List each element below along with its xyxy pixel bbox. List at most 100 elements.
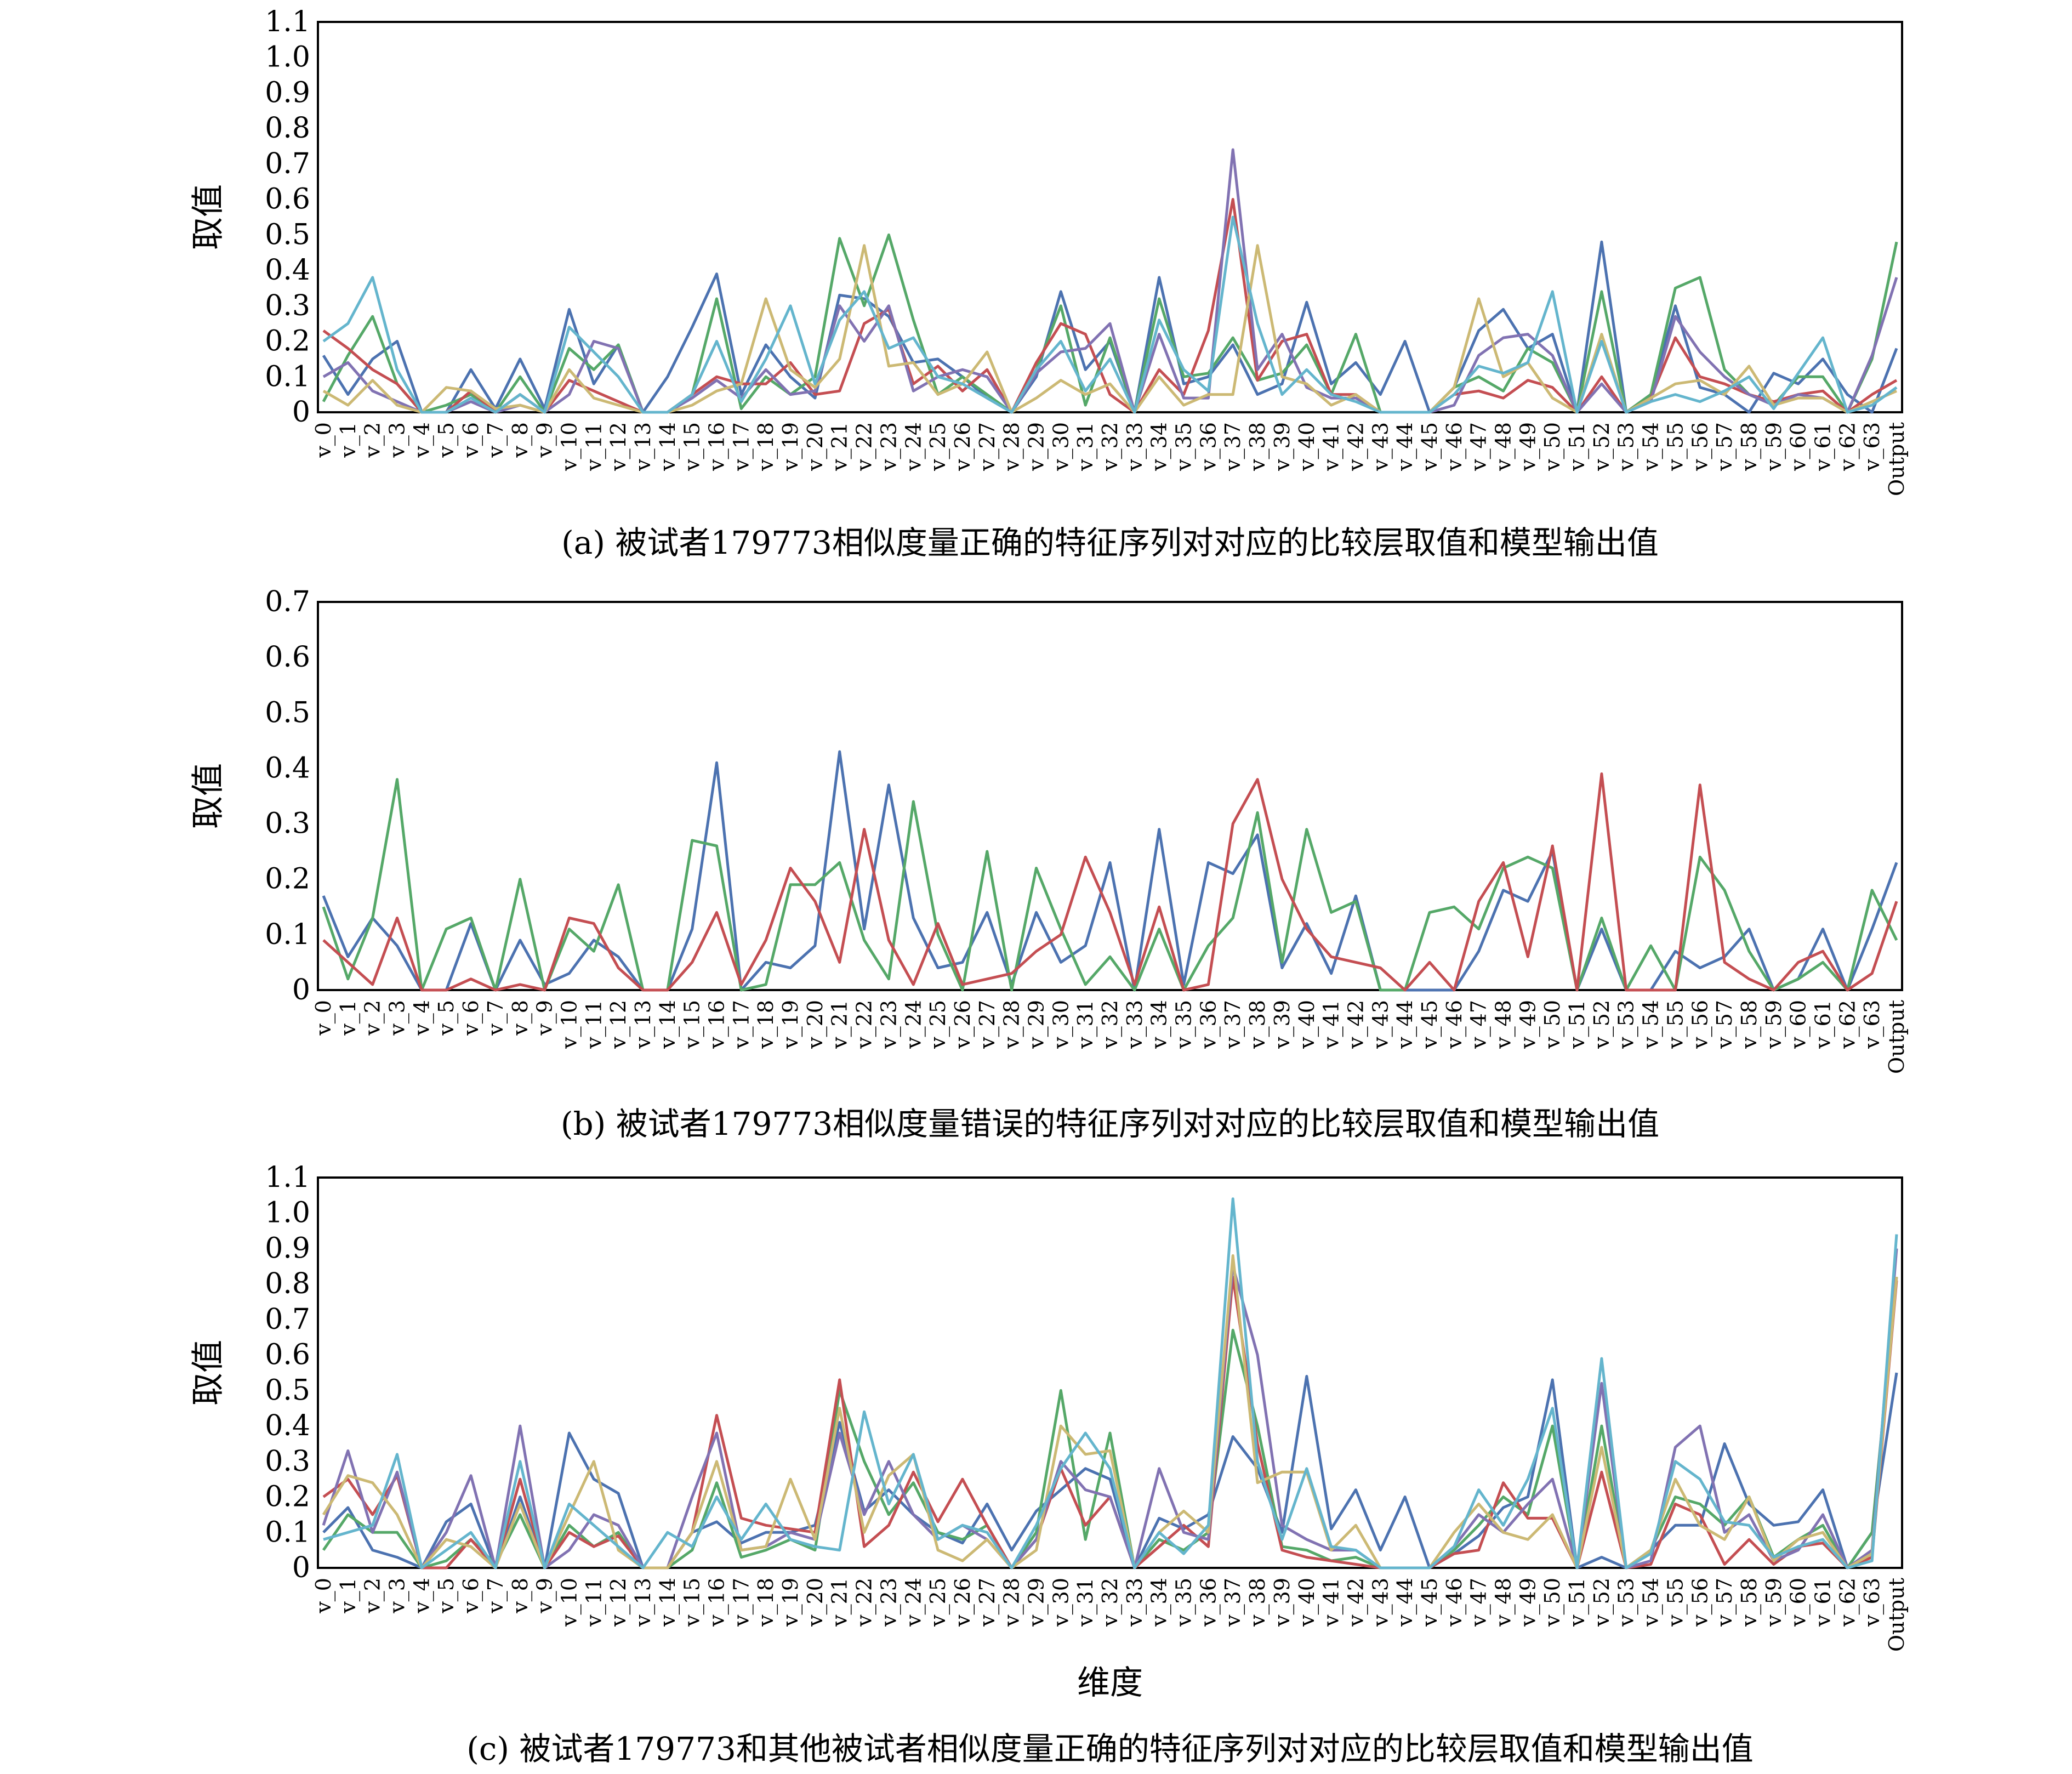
- x-tick-label: v_36: [1196, 1578, 1221, 1627]
- x-tick-label: v_33: [1123, 422, 1147, 471]
- x-tick-label: v_40: [1295, 1000, 1319, 1049]
- x-tick-label: v_48: [1492, 1578, 1516, 1627]
- y-tick-labels-a: 00.10.20.30.40.50.60.70.80.91.01.1: [265, 5, 310, 429]
- x-tick-label: v_17: [729, 1000, 754, 1049]
- x-tick-label: v_56: [1688, 1578, 1712, 1627]
- x-tick-label: v_22: [852, 422, 877, 471]
- x-tick-label: v_39: [1270, 1578, 1295, 1627]
- series-lines-c: [322, 1197, 1898, 1570]
- x-tick-labels-b: v_0 v_1 v_2 v_3 v_4 v_5 v_6 v_7 v_8 v_9 v_10 v_11 v_…: [311, 1000, 1909, 1074]
- x-tick-label: v_47: [1467, 1578, 1492, 1627]
- x-tick-label: v_41: [1319, 422, 1344, 471]
- series-line: [322, 215, 1898, 414]
- x-tick-label: v_9: [533, 1578, 557, 1614]
- x-tick-label: v_43: [1368, 422, 1393, 471]
- x-tick-label: v_0: [311, 1000, 336, 1036]
- x-tick-label: v_24: [901, 422, 926, 471]
- y-tick-label: 0.6: [265, 1339, 310, 1372]
- x-tick-label: Output: [1885, 1578, 1909, 1652]
- y-tick-label: 0.9: [265, 1232, 310, 1265]
- x-tick-label: v_5: [434, 1578, 459, 1614]
- x-tick-label: v_51: [1565, 422, 1590, 471]
- x-tick-label: v_33: [1123, 1578, 1147, 1627]
- x-tick-label: v_3: [385, 1000, 410, 1036]
- x-tick-label: v_24: [901, 1578, 926, 1627]
- x-tick-label: v_46: [1442, 1578, 1467, 1627]
- x-tick-label: v_13: [631, 422, 656, 471]
- plot-area-c: [317, 1176, 1903, 1569]
- y-tick-label: 0.1: [265, 918, 310, 951]
- x-tick-label: v_52: [1590, 1000, 1614, 1049]
- x-tick-label: v_18: [754, 1578, 778, 1627]
- x-tick-label: v_57: [1712, 422, 1737, 471]
- x-tick-label: v_41: [1319, 1578, 1344, 1627]
- x-tick-label: v_62: [1835, 1578, 1860, 1627]
- x-tick-label: v_55: [1663, 1000, 1688, 1049]
- x-tick-label: v_21: [828, 1000, 852, 1049]
- series-lines-b: [322, 750, 1898, 992]
- x-tick-label: v_43: [1368, 1578, 1393, 1627]
- x-tick-label: v_30: [1049, 1000, 1073, 1049]
- x-tick-label: v_50: [1540, 1578, 1565, 1627]
- y-tick-label: 0.2: [265, 863, 310, 896]
- x-tick-label: v_34: [1147, 422, 1172, 471]
- y-tick-label: 0.2: [265, 1481, 310, 1514]
- y-tick-label: 0.6: [265, 641, 310, 674]
- caption-c: (c) 被试者179773和其他被试者相似度量正确的特征序列对对应的比较层取值和…: [466, 1730, 1754, 1767]
- y-axis-label-c: 取值: [189, 1340, 227, 1406]
- x-tick-label: v_2: [361, 1000, 385, 1036]
- x-tick-label: v_23: [876, 1000, 901, 1049]
- caption-a: (a) 被试者179773相似度量正确的特征序列对对应的比较层取值和模型输出值: [561, 524, 1659, 561]
- x-tick-label: v_40: [1295, 422, 1319, 471]
- series-line: [323, 1197, 1898, 1570]
- x-tick-label: v_22: [852, 1578, 877, 1627]
- x-tick-label: v_56: [1688, 422, 1712, 471]
- y-tick-label: 0.9: [265, 76, 310, 109]
- x-tick-label: v_42: [1344, 422, 1368, 471]
- x-tick-label: v_61: [1811, 1000, 1835, 1049]
- x-tick-label: v_54: [1639, 1578, 1664, 1627]
- x-tick-label: v_60: [1786, 1578, 1811, 1627]
- y-tick-label: 0.4: [265, 254, 310, 287]
- x-tick-label: v_24: [901, 1000, 926, 1049]
- x-tick-label: v_7: [483, 1000, 508, 1036]
- x-tick-label: v_19: [778, 1000, 803, 1049]
- x-tick-label: v_5: [434, 1000, 459, 1036]
- y-tick-label: 0: [292, 1551, 310, 1584]
- x-tick-labels-c: v_0 v_1 v_2 v_3 v_4 v_5 v_6 v_7 v_8 v_9 v_10 v_11 v_…: [311, 1578, 1909, 1652]
- x-tick-label: v_26: [950, 1000, 975, 1049]
- x-tick-label: v_52: [1590, 422, 1614, 471]
- x-tick-label: v_32: [1098, 1000, 1123, 1049]
- x-tick-label: v_49: [1516, 422, 1540, 471]
- x-tick-label: v_63: [1860, 1578, 1885, 1627]
- x-tick-label: v_47: [1467, 422, 1492, 471]
- x-tick-label: v_12: [606, 1000, 631, 1049]
- x-tick-label: v_43: [1368, 1000, 1393, 1049]
- x-tick-label: v_10: [557, 1578, 582, 1627]
- caption-b: (b) 被试者179773相似度量错误的特征序列对对应的比较层取值和模型输出值: [561, 1105, 1659, 1142]
- x-tick-label: v_55: [1663, 1578, 1688, 1627]
- series-line: [322, 778, 1898, 992]
- x-tick-label: v_27: [975, 422, 1000, 471]
- x-tick-label: v_53: [1614, 1000, 1639, 1049]
- y-tick-label: 0.7: [265, 147, 310, 180]
- x-tick-label: v_1: [336, 1000, 361, 1036]
- x-tick-label: v_37: [1221, 1578, 1245, 1627]
- x-tick-label: v_6: [459, 1578, 483, 1614]
- x-tick-label: v_63: [1860, 422, 1885, 471]
- x-tick-label: v_38: [1245, 422, 1270, 471]
- plot-area-a: [317, 21, 1903, 413]
- y-tick-label: 0.3: [265, 808, 310, 840]
- x-tick-label: v_52: [1590, 1578, 1614, 1627]
- x-tick-label: v_27: [975, 1000, 1000, 1049]
- x-tick-label: v_10: [557, 422, 582, 471]
- x-tick-label: v_34: [1147, 1578, 1172, 1627]
- x-tick-label: v_61: [1811, 422, 1835, 471]
- x-tick-label: v_37: [1221, 422, 1245, 471]
- x-tick-label: v_1: [336, 1578, 361, 1614]
- x-tick-label: v_16: [705, 1578, 730, 1627]
- x-tick-label: v_20: [803, 422, 828, 471]
- x-tick-label: v_18: [754, 422, 778, 471]
- x-tick-label: v_6: [459, 1000, 483, 1036]
- x-tick-label: v_54: [1639, 1000, 1664, 1049]
